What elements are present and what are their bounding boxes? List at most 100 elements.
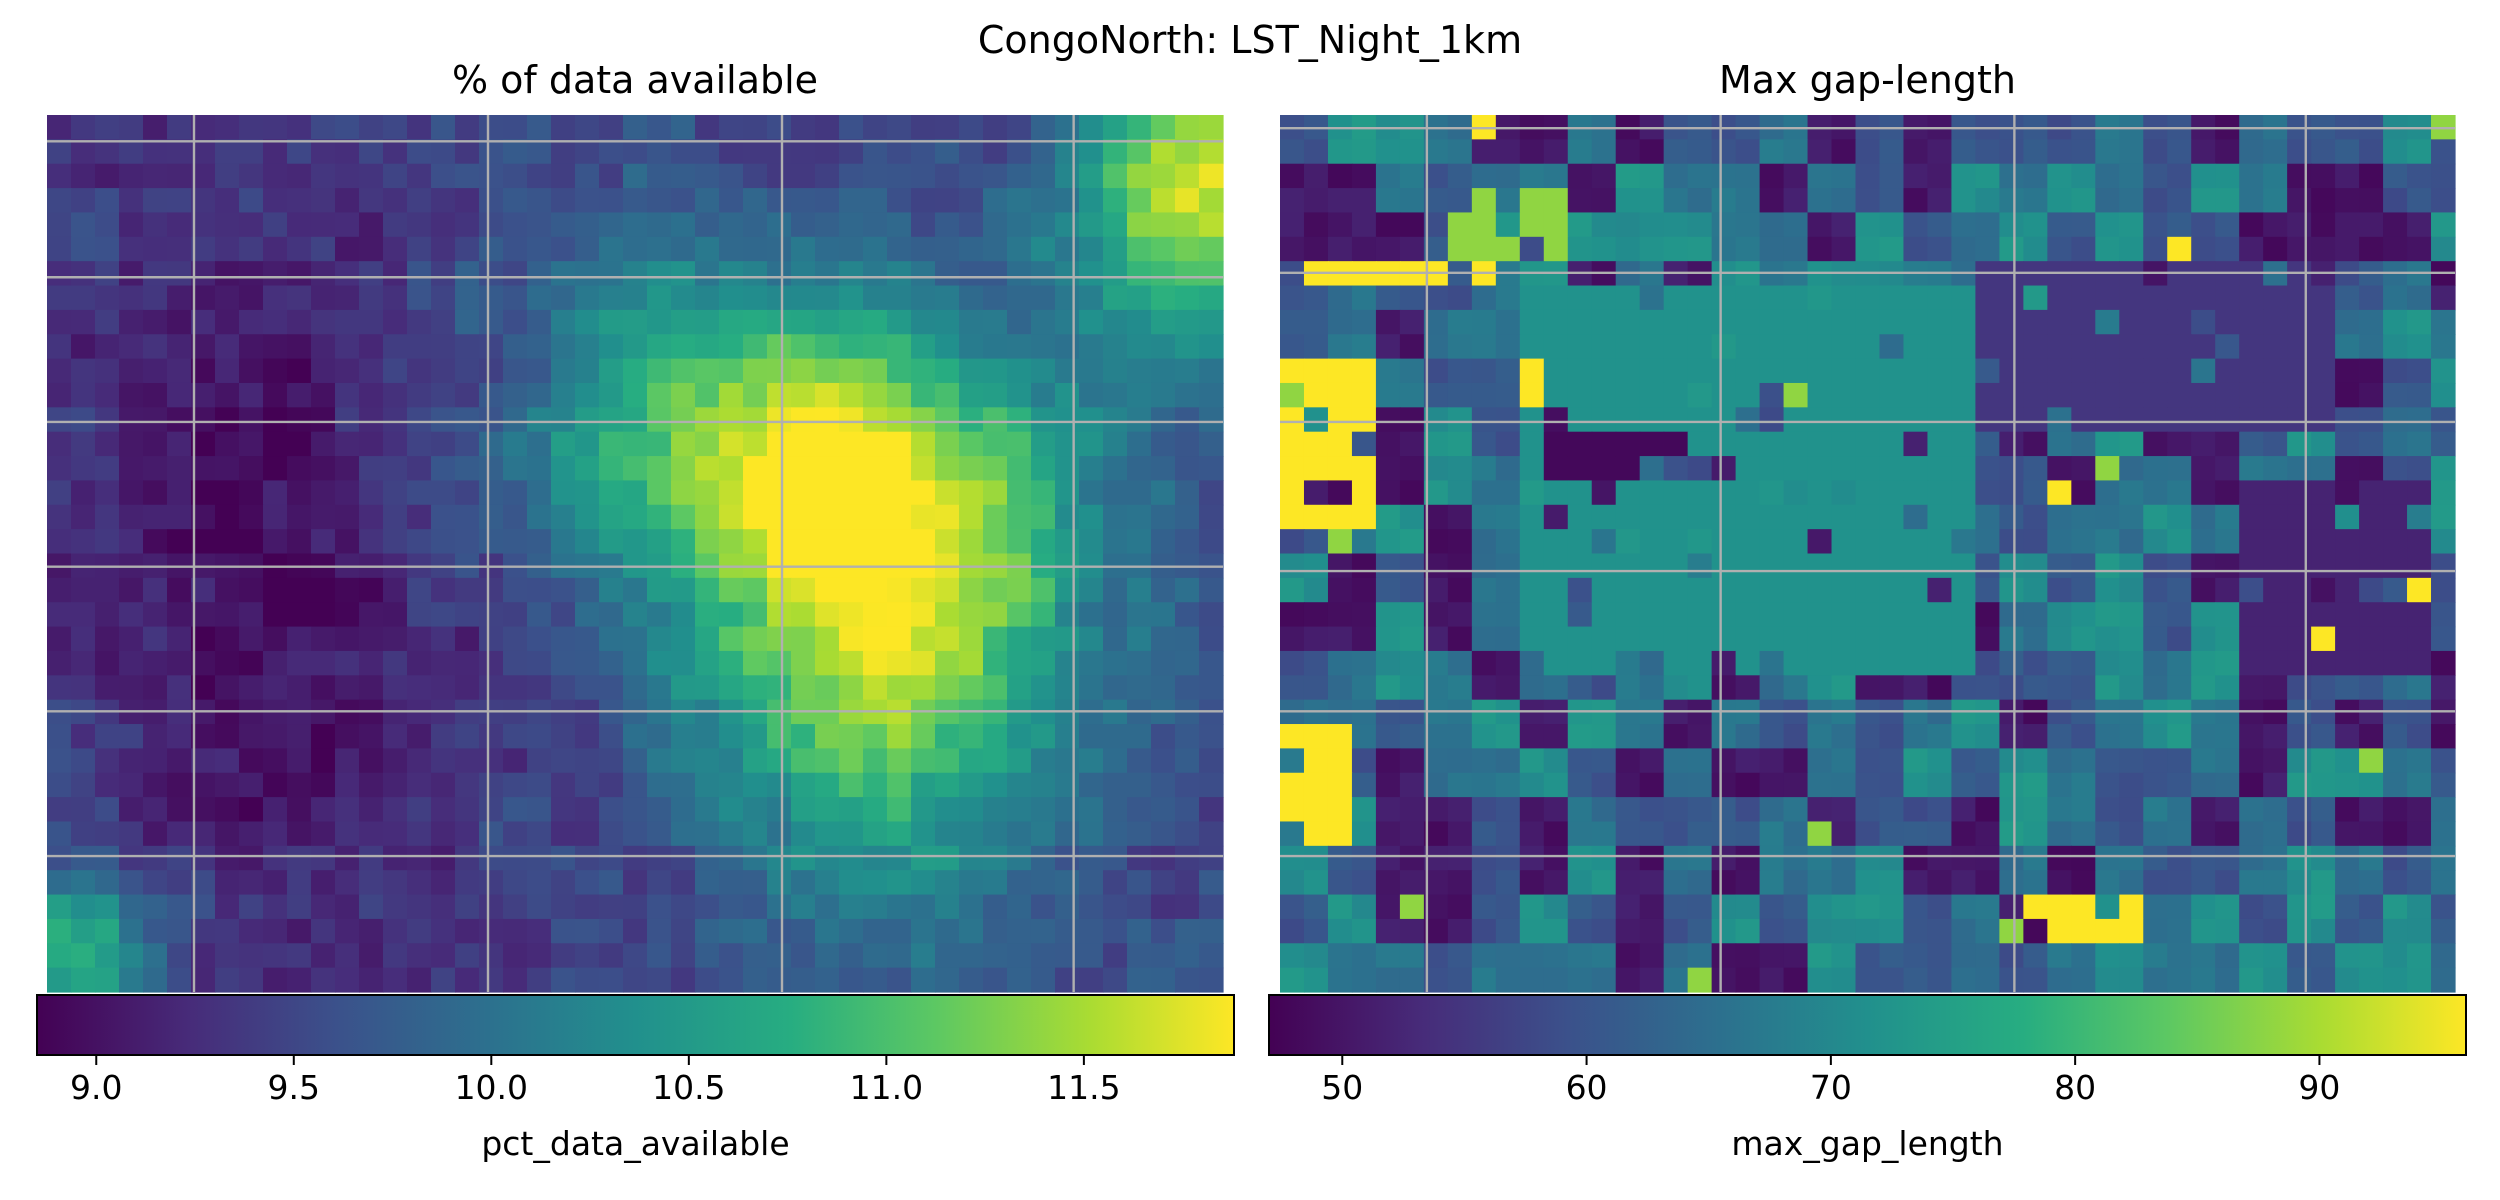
heatmap-cell — [503, 431, 528, 457]
heatmap-cell — [1567, 334, 1593, 360]
heatmap-cell — [695, 115, 720, 140]
map-gridlines — [1280, 115, 2455, 992]
heatmap-cell — [2431, 797, 2456, 823]
heatmap-cell — [1639, 772, 1665, 798]
heatmap-cell — [1471, 748, 1497, 774]
heatmap-cell — [1591, 821, 1617, 847]
heatmap-cell — [1447, 650, 1473, 676]
heatmap-cell — [2311, 358, 2336, 384]
heatmap-cell — [2143, 309, 2168, 335]
heatmap-cell — [1735, 967, 1761, 993]
heatmap-cell — [2383, 918, 2408, 944]
heatmap-cell — [95, 845, 120, 871]
heatmap-cell — [1519, 577, 1545, 603]
heatmap-cell — [863, 870, 888, 896]
heatmap-cell — [1519, 602, 1545, 628]
heatmap-cell — [2023, 431, 2048, 457]
heatmap-cell — [1175, 212, 1200, 238]
heatmap-cell — [1855, 139, 1881, 165]
heatmap-cell — [2407, 724, 2432, 749]
heatmap-cell — [815, 285, 840, 311]
heatmap-cell — [2335, 456, 2360, 482]
heatmap-cell — [1663, 163, 1689, 189]
heatmap-cell — [2119, 626, 2144, 652]
heatmap-cell — [1375, 139, 1401, 165]
heatmap-cell — [719, 797, 744, 823]
heatmap-cell — [1199, 821, 1224, 847]
heatmap-cell — [2119, 943, 2144, 969]
heatmap-cell — [2359, 309, 2384, 335]
heatmap-cell — [599, 748, 624, 774]
heatmap-cell — [815, 163, 840, 189]
heatmap-cell — [1831, 870, 1857, 896]
heatmap-cell — [1375, 382, 1401, 408]
heatmap-cell — [575, 943, 600, 969]
heatmap-cell — [503, 967, 528, 993]
heatmap-cell — [1903, 407, 1929, 433]
heatmap-cell — [1975, 870, 2000, 896]
heatmap-cell — [743, 285, 768, 311]
heatmap-cell — [1007, 675, 1032, 701]
heatmap-cell — [2287, 967, 2312, 993]
heatmap-cell — [431, 724, 456, 749]
heatmap-cell — [695, 212, 720, 238]
heatmap-cell — [959, 212, 984, 238]
heatmap-cell — [2119, 163, 2144, 189]
heatmap-cell — [407, 870, 432, 896]
heatmap-cell — [1735, 334, 1761, 360]
heatmap-cell — [1079, 382, 1104, 408]
heatmap-cell — [2383, 382, 2408, 408]
heatmap-cell — [1199, 650, 1224, 676]
heatmap-cell — [431, 894, 456, 920]
heatmap-cell — [1591, 967, 1617, 993]
heatmap-cell — [2143, 334, 2168, 360]
heatmap-cell — [1735, 918, 1761, 944]
heatmap-cell — [887, 943, 912, 969]
heatmap-cell — [2167, 943, 2192, 969]
heatmap-cell — [2119, 870, 2144, 896]
heatmap-cell — [407, 236, 432, 262]
heatmap-cell — [983, 918, 1008, 944]
heatmap-cell — [671, 724, 696, 749]
heatmap-cell — [1495, 797, 1521, 823]
heatmap-cell — [1199, 212, 1224, 238]
heatmap-cell — [1519, 529, 1545, 555]
heatmap-cell — [1591, 407, 1617, 433]
heatmap-cell — [2335, 845, 2360, 871]
heatmap-cell — [695, 139, 720, 165]
heatmap-cell — [2239, 894, 2264, 920]
heatmap-cell — [2023, 188, 2048, 214]
heatmap-cell — [887, 115, 912, 140]
heatmap-cell — [1375, 845, 1401, 871]
heatmap-cell — [551, 943, 576, 969]
heatmap-cell — [767, 724, 792, 749]
heatmap-cell — [1591, 577, 1617, 603]
heatmap-cell — [911, 188, 936, 214]
heatmap-cell — [1007, 358, 1032, 384]
heatmap-cell — [2215, 748, 2240, 774]
heatmap-cell — [1903, 748, 1929, 774]
heatmap-cell — [455, 675, 480, 701]
heatmap-cell — [2215, 529, 2240, 555]
heatmap-cell — [2431, 285, 2456, 311]
heatmap-cell — [575, 772, 600, 798]
heatmap-cell — [2239, 748, 2264, 774]
heatmap-cell — [1687, 358, 1713, 384]
heatmap-cell — [1031, 431, 1056, 457]
heatmap-cell — [1975, 918, 2000, 944]
heatmap-cell — [263, 845, 288, 871]
heatmap-cell — [695, 577, 720, 603]
heatmap-cell — [1103, 870, 1128, 896]
heatmap-cell — [1280, 553, 1305, 579]
heatmap-cell — [1663, 480, 1689, 506]
heatmap-cell — [503, 139, 528, 165]
heatmap-cell — [1175, 918, 1200, 944]
heatmap-cell — [1447, 139, 1473, 165]
heatmap-cell — [2431, 529, 2456, 555]
heatmap-cell — [1855, 504, 1881, 530]
heatmap-cell — [1199, 261, 1224, 287]
heatmap-cell — [1807, 358, 1833, 384]
heatmap-cell — [599, 626, 624, 652]
heatmap-cell — [2263, 797, 2288, 823]
heatmap-cell — [647, 188, 672, 214]
